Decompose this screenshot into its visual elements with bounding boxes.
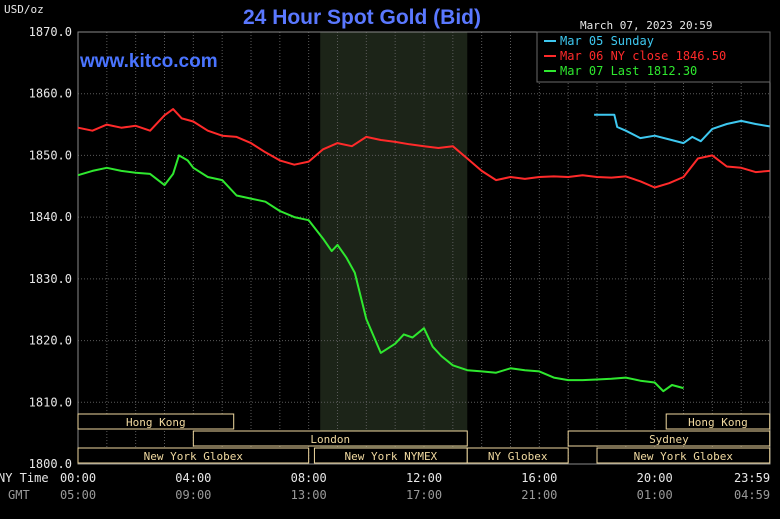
y-tick-label: 1830.0 [29, 272, 72, 286]
grid-lines [77, 31, 771, 465]
x-tick-gmt: 05:00 [60, 488, 96, 502]
session-label: New York Globex [634, 450, 734, 463]
x-axis: 00:00 05:00 04:00 09:00 08:00 13:00 12:00 17:00… [60, 471, 770, 502]
legend-entry: Mar 06 NY close 1846.50 [560, 49, 726, 63]
series-line [77, 154, 684, 393]
gmt-label: GMT [8, 488, 30, 502]
price-series [77, 108, 770, 393]
y-tick-label: 1850.0 [29, 148, 72, 162]
y-tick-label: 1840.0 [29, 210, 72, 224]
session-label: New York NYMEX [344, 450, 437, 463]
session-bar [77, 447, 310, 464]
x-tick-gmt: 09:00 [175, 488, 211, 502]
session-label: New York Globex [144, 450, 244, 463]
x-tick-gmt: 01:00 [637, 488, 673, 502]
x-tick-ny: 00:00 [60, 471, 96, 485]
y-axis: 1800.0 1810.0 1820.0 1830.0 1840.0 1850.0 1860… [29, 25, 72, 471]
x-tick-ny: 23:59 [734, 471, 770, 485]
x-tick-ny: 08:00 [291, 471, 327, 485]
session-bars: Hong Kong Hong Kong London Sydney New York G… [77, 413, 771, 464]
session-label: Hong Kong [688, 416, 748, 429]
x-tick-gmt: 04:59 [734, 488, 770, 502]
series-line [594, 113, 770, 145]
x-tick-ny: 12:00 [406, 471, 442, 485]
x-tick-ny: 16:00 [521, 471, 557, 485]
session-bar [567, 430, 771, 447]
timestamp: March 07, 2023 20:59 [580, 19, 712, 32]
x-tick-gmt: 13:00 [291, 488, 327, 502]
session-label: NY Globex [488, 450, 548, 463]
unit-label: USD/oz [4, 3, 44, 16]
session-bar [77, 413, 235, 430]
website-watermark: www.kitco.com [79, 51, 218, 72]
legend-entry: Mar 05 Sunday [560, 34, 654, 48]
x-tick-ny: 04:00 [175, 471, 211, 485]
x-tick-gmt: 17:00 [406, 488, 442, 502]
x-tick-gmt: 21:00 [521, 488, 557, 502]
session-bar [466, 447, 569, 464]
session-label: London [310, 433, 350, 446]
legend-entry: Mar 07 Last 1812.30 [560, 64, 697, 78]
session-bar [665, 413, 771, 430]
y-tick-label: 1860.0 [29, 87, 72, 101]
session-label: Hong Kong [126, 416, 186, 429]
y-tick-label: 1820.0 [29, 334, 72, 348]
y-tick-label: 1810.0 [29, 395, 72, 409]
ny-time-label: NY Time [0, 471, 49, 485]
chart-title: 24 Hour Spot Gold (Bid) [243, 6, 481, 29]
session-label: Sydney [649, 433, 689, 446]
x-tick-ny: 20:00 [637, 471, 673, 485]
session-bar [596, 447, 771, 464]
y-tick-label: 1800.0 [29, 457, 72, 471]
y-tick-label: 1870.0 [29, 25, 72, 39]
plot-border [77, 31, 771, 465]
series-line [77, 108, 770, 189]
nymex-shaded-region [320, 32, 468, 464]
session-bar [192, 430, 468, 447]
